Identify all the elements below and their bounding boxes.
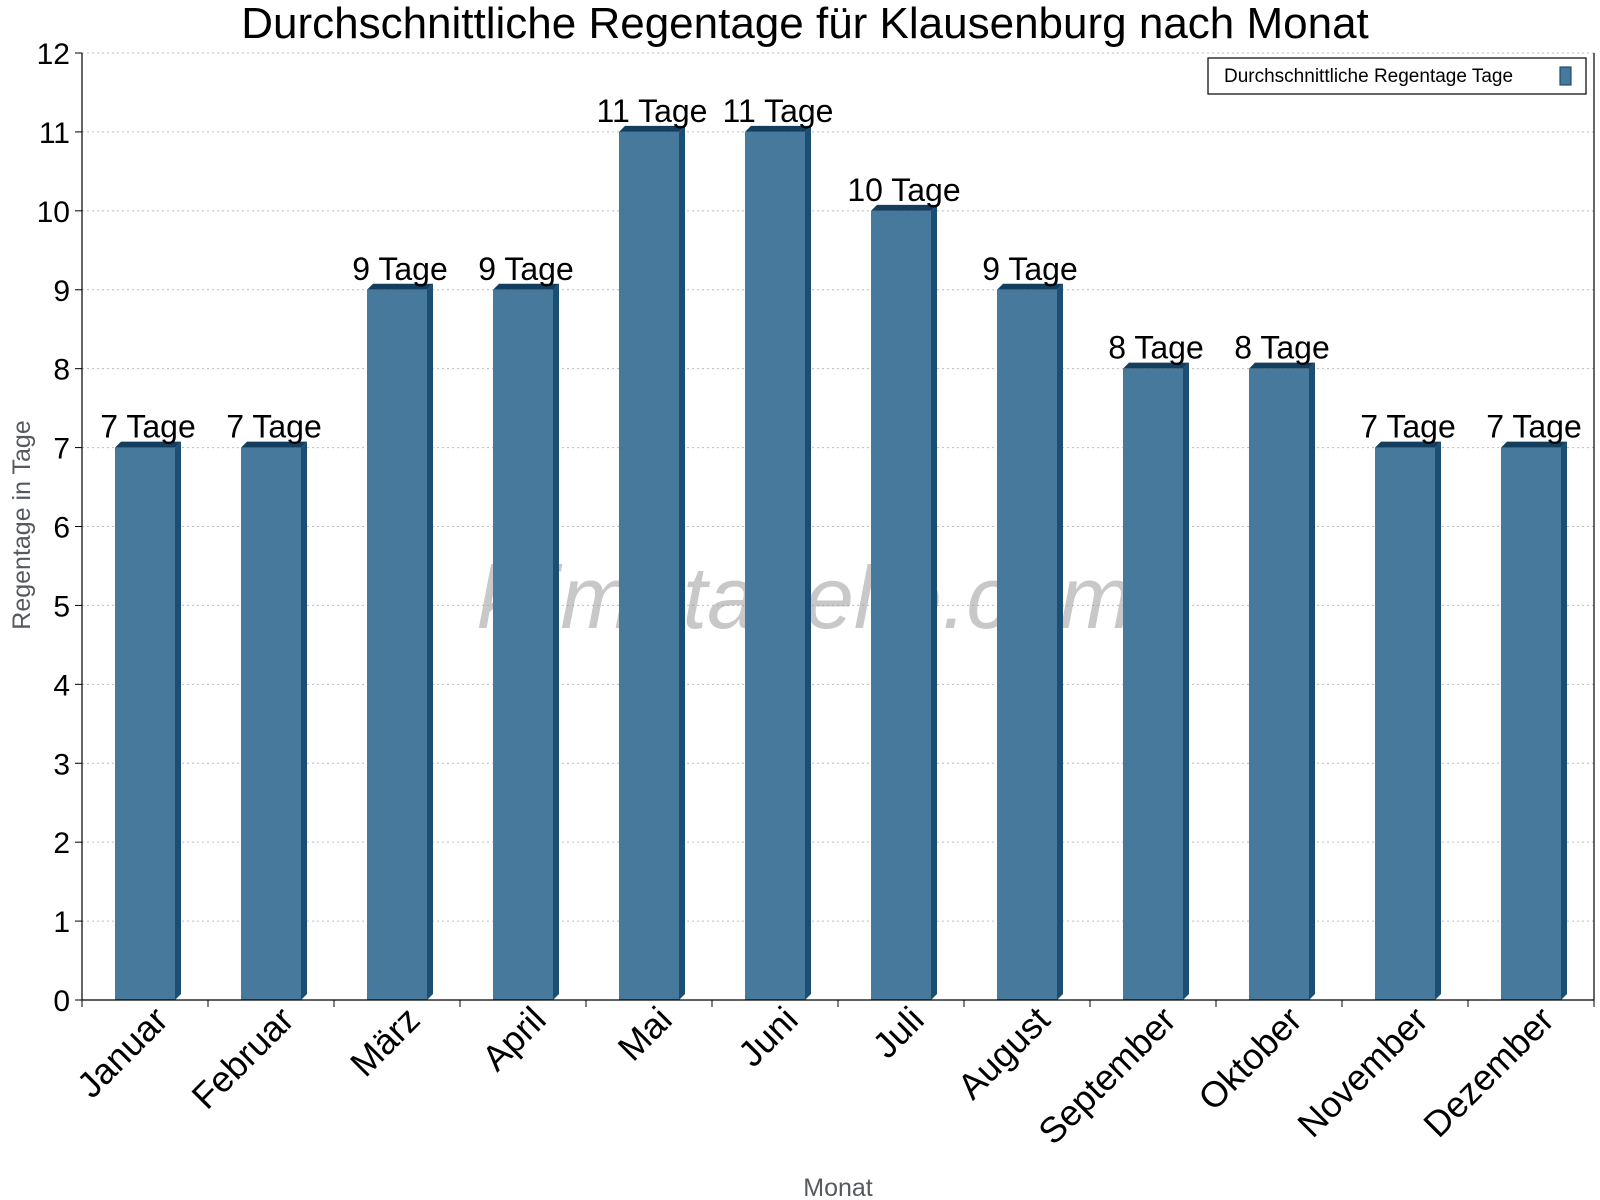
bar-face (1501, 447, 1561, 1000)
bar-side (301, 441, 307, 1000)
data-label: 8 Tage (1234, 330, 1330, 366)
bar-face (745, 131, 805, 1000)
y-tick-label: 0 (53, 985, 70, 1018)
bar-top (115, 441, 181, 448)
data-label: 7 Tage (100, 409, 196, 445)
bar-top (871, 204, 937, 211)
bar-top (1375, 441, 1441, 448)
bar-side (1183, 362, 1189, 1001)
data-label: 8 Tage (1108, 330, 1204, 366)
bar-top (493, 283, 559, 290)
bar-side (175, 441, 181, 1000)
bar-face (871, 210, 931, 1001)
bar-0 (115, 441, 181, 1000)
y-tick-label: 8 (53, 354, 70, 387)
y-axis-title: Regentage in Tage (8, 420, 36, 629)
x-tick-label: Februar (184, 999, 302, 1117)
bar-face (367, 289, 427, 1000)
bar-top (619, 125, 685, 132)
x-tick-label: Mai (610, 999, 680, 1069)
bar-face (1123, 368, 1183, 1001)
bar-2 (367, 283, 433, 1000)
bar-side (1309, 362, 1315, 1001)
data-label: 9 Tage (352, 251, 448, 287)
bar-9 (1249, 362, 1315, 1001)
legend-label: Durchschnittliche Regentage Tage (1224, 66, 1513, 87)
bar-side (679, 125, 685, 1000)
bar-7 (997, 283, 1063, 1000)
bar-face (115, 447, 175, 1000)
y-tick-label: 12 (37, 38, 70, 71)
bar-10 (1375, 441, 1441, 1000)
bar-face (1375, 447, 1435, 1000)
bar-top (745, 125, 811, 132)
bar-top (1123, 362, 1189, 369)
bar-4 (619, 125, 685, 1000)
bar-side (1435, 441, 1441, 1000)
bars (115, 125, 1567, 1001)
x-tick-labels: Januar Februar März April Mai Juni Juli AugustS… (69, 999, 1562, 1153)
gridlines (82, 52, 1594, 922)
bar-face (493, 289, 553, 1000)
x-tick-label: Januar (69, 999, 176, 1106)
bar-6 (871, 204, 937, 1001)
y-tick-label: 10 (37, 196, 70, 229)
data-label: 10 Tage (847, 172, 960, 208)
x-tick-label: August (949, 999, 1057, 1107)
bar-top (241, 441, 307, 448)
bar-side (1561, 441, 1567, 1000)
bar-11 (1501, 441, 1567, 1000)
bar-side (553, 283, 559, 1000)
y-tick-label: 4 (53, 669, 70, 702)
x-axis-title: Monat (803, 1174, 873, 1200)
bar-side (931, 204, 937, 1001)
bar-face (619, 131, 679, 1000)
data-label: 11 Tage (723, 93, 834, 129)
x-tick-label: Juli (864, 999, 931, 1066)
chart-title: Durchschnittliche Regentage für Klausenb… (241, 0, 1369, 48)
bar-side (805, 125, 811, 1000)
data-label: 11 Tage (597, 93, 708, 129)
y-tick-label: 5 (53, 590, 70, 623)
bar-top (997, 283, 1063, 290)
legend-box (1207, 57, 1587, 95)
bar-3 (493, 283, 559, 1000)
bar-top (1501, 441, 1567, 448)
bar-5 (745, 125, 811, 1000)
data-labels: 7 Tage 7 Tage 9 Tage 9 Tage 11 Tage 11 Tage 10… (100, 93, 1582, 445)
bar-face (1249, 368, 1309, 1001)
bar-side (1057, 283, 1063, 1000)
bar-top (1249, 362, 1315, 369)
x-tick-label: März (342, 999, 428, 1085)
y-tick-label: 11 (39, 117, 70, 150)
y-tick-label: 3 (53, 748, 70, 781)
bar-face (241, 447, 301, 1000)
legend: Durchschnittliche Regentage Tage (1207, 57, 1587, 95)
y-tick-label: 2 (53, 827, 70, 860)
y-tick-label: 7 (53, 433, 70, 466)
data-label: 7 Tage (1360, 409, 1456, 445)
data-label: 9 Tage (478, 251, 574, 287)
x-tick-label: November (1289, 999, 1435, 1145)
x-tick-label: Dezember (1415, 999, 1561, 1145)
axes (75, 52, 1595, 1007)
bar-face (997, 289, 1057, 1000)
data-label: 9 Tage (982, 251, 1078, 287)
data-label: 7 Tage (1486, 409, 1582, 445)
legend-swatch (1559, 66, 1572, 86)
y-tick-label: 9 (53, 275, 70, 308)
bar-side (427, 283, 433, 1000)
y-tick-label: 1 (53, 906, 70, 939)
data-label: 7 Tage (226, 409, 322, 445)
x-tick-label: September (1030, 999, 1184, 1153)
x-tick-label: Juni (730, 999, 806, 1075)
x-tick-label: Oktober (1190, 999, 1310, 1119)
x-tick-label: April (474, 999, 554, 1079)
y-tick-label: 6 (53, 512, 70, 545)
bar-top (367, 283, 433, 290)
bar-8 (1123, 362, 1189, 1001)
bar-1 (241, 441, 307, 1000)
